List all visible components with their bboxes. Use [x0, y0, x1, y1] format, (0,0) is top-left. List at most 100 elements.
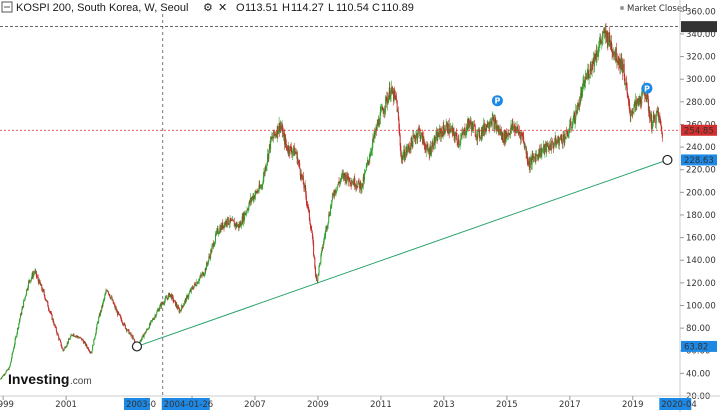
candle-body [256, 191, 258, 193]
candle-body [273, 130, 275, 135]
candle-body [219, 228, 221, 233]
candle-body [52, 318, 54, 320]
candle-body [314, 267, 316, 275]
event-markers[interactable]: PP [491, 82, 653, 107]
price-tick-label: 180.00 [686, 211, 716, 221]
candle-body [265, 165, 267, 170]
candle-body [206, 263, 208, 265]
candle-body [23, 301, 25, 308]
candle-body [368, 158, 370, 163]
candle-body [587, 70, 589, 79]
candle-body [119, 315, 121, 317]
candle-body [634, 101, 636, 106]
candle-body [472, 122, 474, 131]
candle-body [497, 125, 499, 131]
candle-body [656, 110, 658, 112]
trend-line[interactable] [136, 159, 668, 347]
candle-body [207, 264, 209, 265]
candle-body [53, 324, 55, 325]
date-badge-right: 2020-04 [659, 398, 697, 410]
candle-body [576, 113, 578, 115]
candle-body [331, 200, 333, 206]
candle-body [96, 322, 98, 325]
plot-area[interactable]: PP [0, 14, 680, 396]
candle-body [506, 134, 508, 137]
candle-body [541, 149, 543, 151]
candle-body [182, 305, 184, 307]
candle-body [574, 119, 576, 123]
candle-body [401, 155, 403, 160]
trend-end-handle[interactable] [662, 154, 673, 166]
candle-body [45, 299, 47, 301]
candle-body [411, 142, 413, 148]
candle-body [129, 332, 131, 334]
candle-body [30, 277, 32, 280]
time-axis[interactable]: 1999200120052007200920112013201520172019… [0, 395, 720, 410]
candle-body [637, 98, 639, 104]
price-axis[interactable]: 20.0040.0060.0080.00100.00120.00140.0016… [679, 0, 717, 412]
candle-body [359, 182, 361, 189]
candle-body [156, 310, 158, 312]
candle-body [526, 152, 528, 162]
candle-body [235, 223, 237, 227]
candle-body [141, 338, 143, 341]
settings-gear-icon[interactable]: ⚙ [203, 2, 213, 14]
candle-body [50, 312, 52, 315]
candle-body [155, 315, 157, 317]
candle-body [237, 224, 239, 226]
candle-body [59, 339, 61, 341]
candle-body [42, 289, 44, 292]
candle-body [416, 133, 418, 139]
candle-body [181, 305, 183, 311]
candle-body [310, 228, 312, 230]
candle-body [520, 134, 522, 140]
candle-body [14, 338, 16, 345]
candle-body [570, 121, 572, 129]
candle-body [194, 283, 196, 285]
candle-body [279, 123, 281, 131]
candle-body [606, 32, 608, 42]
candle-body [543, 144, 545, 150]
event-marker-icon[interactable] [641, 82, 653, 94]
candle-body [471, 122, 473, 132]
candle-body [176, 307, 178, 309]
candle-body [223, 225, 225, 228]
candle-body [377, 119, 379, 126]
candle-body [291, 151, 293, 155]
candle-body [627, 95, 629, 101]
event-marker-label: P [644, 84, 650, 93]
candle-body [432, 142, 434, 150]
candle-body [365, 170, 367, 172]
candle-body [126, 330, 128, 331]
candle-body [486, 121, 488, 128]
close-series-icon[interactable]: ✕ [218, 2, 227, 14]
candle-body [47, 301, 49, 307]
candle-body [557, 136, 559, 142]
collapse-icon[interactable] [1, 1, 13, 13]
candle-body [336, 186, 338, 191]
candle-body [302, 176, 304, 178]
candle-body [117, 311, 119, 315]
candle-body [423, 142, 425, 145]
candle-body [560, 135, 562, 139]
candle-body [478, 129, 480, 131]
candle-body [491, 121, 493, 126]
candle-body [39, 280, 41, 284]
price-tick-label: 340.00 [686, 30, 716, 40]
candle-body [169, 293, 171, 297]
open-value: 113.51 [245, 2, 278, 14]
candle-body [29, 280, 31, 282]
candle-body [356, 185, 358, 187]
candle-body [566, 130, 568, 135]
trend-start-handle[interactable] [131, 341, 143, 352]
candle-body [488, 126, 490, 128]
event-marker-icon[interactable] [491, 95, 503, 107]
high-value: 114.27 [291, 2, 324, 14]
candle-body [235, 223, 237, 227]
candle-body [261, 185, 263, 188]
candle-body [208, 256, 210, 261]
candle-body [81, 339, 83, 341]
candle-body [305, 195, 307, 202]
candle-body [454, 136, 456, 140]
